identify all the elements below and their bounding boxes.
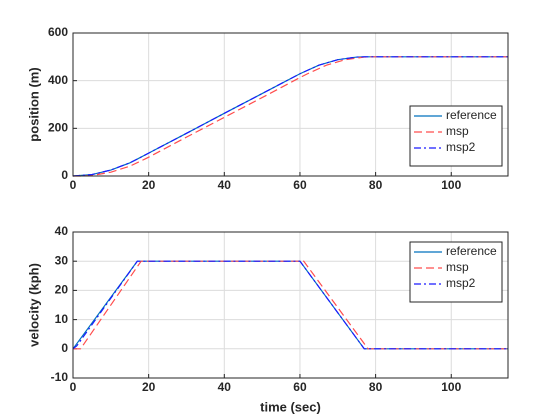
y-axis-label: velocity (kph) [26,263,41,347]
y-tick-label: 200 [48,121,68,135]
y-tick-label: 0 [61,341,68,355]
y-tick-label: 10 [55,312,69,326]
legend: reference msp msp2 [409,105,503,167]
x-tick-label: 80 [369,380,383,394]
y-tick-label: 600 [48,25,68,39]
x-tick-label: 0 [70,380,77,394]
axes-box [72,231,509,379]
y-tick-label: 30 [55,253,69,267]
x-tick-label: 20 [142,178,156,192]
y-tick-label: 400 [48,73,68,87]
series-line [72,56,508,177]
x-tick-label: 20 [142,380,156,394]
legend: reference msp msp2 [409,241,503,303]
x-tick-label: 100 [441,380,461,394]
legend-label: msp2 [446,276,476,290]
series-line [72,260,508,350]
legend-label: msp [446,260,469,274]
x-tick-label: 0 [70,178,77,192]
y-tick-label: 20 [55,283,69,297]
legend-label: reference [446,108,497,122]
x-tick-label: 40 [218,380,232,394]
x-tick-label: 60 [293,380,307,394]
y-tick-label: -10 [51,370,69,384]
legend-label: msp2 [446,140,476,154]
x-axis-label: time (sec) [260,399,321,414]
y-tick-label: 40 [55,224,69,238]
legend-label: msp [446,124,469,138]
x-tick-label: 100 [441,178,461,192]
x-tick-label: 40 [218,178,232,192]
y-tick-label: 0 [61,168,68,182]
x-tick-label: 80 [369,178,383,192]
y-axis-label: position (m) [26,67,41,141]
axes-box [72,32,509,177]
legend-label: reference [446,244,497,258]
series-line [73,56,508,177]
x-tick-label: 60 [293,178,307,192]
